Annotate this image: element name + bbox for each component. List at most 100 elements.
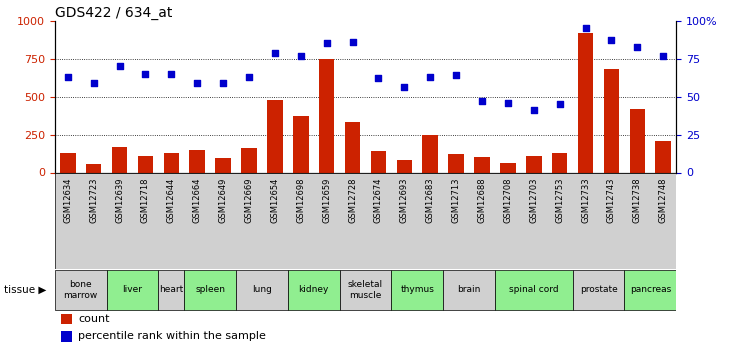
Bar — [604, 69, 619, 172]
FancyBboxPatch shape — [572, 270, 624, 310]
Text: pancreas: pancreas — [629, 285, 671, 294]
Text: GSM12683: GSM12683 — [425, 177, 435, 223]
Text: GSM12723: GSM12723 — [89, 177, 98, 223]
Text: GSM12698: GSM12698 — [296, 177, 306, 223]
Point — [346, 39, 358, 45]
Bar — [189, 150, 205, 172]
FancyBboxPatch shape — [236, 270, 288, 310]
Point — [502, 100, 514, 106]
Text: GDS422 / 634_at: GDS422 / 634_at — [55, 6, 173, 20]
Point — [217, 80, 229, 86]
Bar — [371, 151, 386, 172]
Text: GSM12659: GSM12659 — [322, 177, 331, 223]
Text: GSM12693: GSM12693 — [400, 177, 409, 223]
Text: GSM12713: GSM12713 — [452, 177, 461, 223]
Text: skeletal
muscle: skeletal muscle — [348, 280, 383, 299]
Text: heart: heart — [159, 285, 183, 294]
Text: spinal cord: spinal cord — [509, 285, 558, 294]
Point — [243, 74, 255, 80]
Text: GSM12654: GSM12654 — [270, 177, 279, 223]
Bar — [319, 59, 334, 172]
Point — [605, 38, 617, 43]
Text: GSM12669: GSM12669 — [244, 177, 254, 223]
Bar — [61, 314, 72, 324]
Text: prostate: prostate — [580, 285, 618, 294]
Point — [398, 85, 410, 90]
Text: percentile rank within the sample: percentile rank within the sample — [78, 332, 266, 341]
Bar — [500, 162, 515, 172]
Text: kidney: kidney — [298, 285, 329, 294]
FancyBboxPatch shape — [184, 270, 236, 310]
FancyBboxPatch shape — [159, 270, 184, 310]
Point — [269, 50, 281, 55]
FancyBboxPatch shape — [443, 270, 495, 310]
Point — [450, 72, 462, 78]
Text: GSM12708: GSM12708 — [504, 177, 512, 223]
Bar — [293, 116, 308, 172]
Point — [140, 71, 151, 77]
Bar — [656, 141, 671, 172]
Point — [580, 26, 591, 31]
Text: GSM12738: GSM12738 — [633, 177, 642, 223]
Point — [528, 108, 539, 113]
Point — [321, 41, 333, 46]
FancyBboxPatch shape — [107, 270, 159, 310]
Text: brain: brain — [458, 285, 481, 294]
Text: GSM12649: GSM12649 — [219, 177, 227, 223]
FancyBboxPatch shape — [55, 270, 107, 310]
Point — [114, 63, 126, 69]
Text: count: count — [78, 314, 110, 324]
FancyBboxPatch shape — [391, 270, 443, 310]
Text: GSM12634: GSM12634 — [64, 177, 72, 223]
Bar — [60, 153, 75, 172]
Bar — [552, 153, 567, 172]
Bar — [86, 164, 102, 172]
Text: liver: liver — [123, 285, 143, 294]
Bar — [448, 154, 464, 172]
Bar — [577, 33, 594, 173]
Text: GSM12644: GSM12644 — [167, 177, 176, 223]
Point — [165, 71, 177, 77]
Text: GSM12753: GSM12753 — [555, 177, 564, 223]
Text: tissue ▶: tissue ▶ — [4, 285, 46, 295]
Text: lung: lung — [252, 285, 272, 294]
Text: GSM12703: GSM12703 — [529, 177, 538, 223]
Text: thymus: thymus — [401, 285, 434, 294]
Text: GSM12748: GSM12748 — [659, 177, 667, 223]
Point — [657, 53, 669, 58]
Point — [632, 44, 643, 49]
FancyBboxPatch shape — [495, 270, 572, 310]
FancyBboxPatch shape — [624, 270, 676, 310]
Point — [62, 74, 74, 80]
Point — [476, 98, 488, 104]
Bar — [396, 160, 412, 172]
Bar — [241, 148, 257, 172]
Text: GSM12674: GSM12674 — [374, 177, 383, 223]
Bar — [526, 156, 542, 172]
Text: GSM12728: GSM12728 — [348, 177, 357, 223]
Bar — [267, 100, 283, 172]
Point — [88, 80, 99, 86]
Bar — [423, 135, 438, 172]
Point — [554, 101, 566, 107]
Text: GSM12688: GSM12688 — [477, 177, 487, 223]
Text: GSM12664: GSM12664 — [193, 177, 202, 223]
Point — [192, 80, 203, 86]
Point — [425, 74, 436, 80]
Bar — [112, 147, 127, 172]
Point — [373, 76, 385, 81]
Bar — [474, 157, 490, 172]
FancyBboxPatch shape — [340, 270, 391, 310]
Bar — [137, 156, 154, 172]
Text: GSM12639: GSM12639 — [115, 177, 124, 223]
Bar — [61, 331, 72, 342]
Text: bone
marrow: bone marrow — [64, 280, 98, 299]
Text: GSM12718: GSM12718 — [141, 177, 150, 223]
FancyBboxPatch shape — [288, 270, 340, 310]
Bar — [345, 122, 360, 172]
Bar — [216, 158, 231, 172]
Bar — [164, 153, 179, 172]
Text: spleen: spleen — [195, 285, 225, 294]
Text: GSM12743: GSM12743 — [607, 177, 616, 223]
Bar — [629, 109, 645, 172]
